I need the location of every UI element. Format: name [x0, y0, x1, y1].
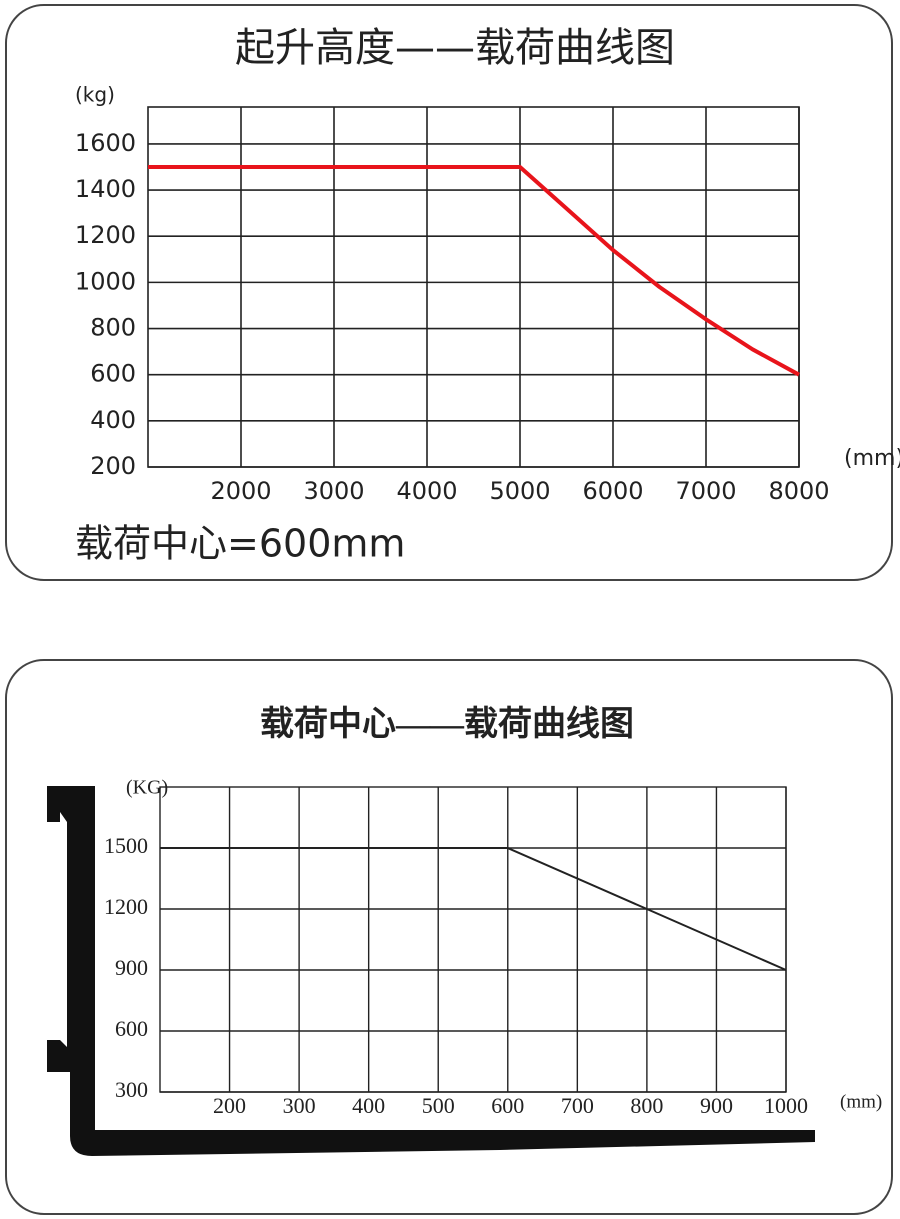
y-tick-label: 1200 — [104, 894, 148, 919]
y-tick-label: 1600 — [75, 129, 136, 157]
y-tick-label: 1500 — [104, 833, 148, 858]
x-tick-label: 800 — [630, 1093, 663, 1118]
x-tick-label: 2000 — [210, 477, 271, 505]
x-tick-label: 900 — [700, 1093, 733, 1118]
y-tick-label: 1000 — [75, 267, 136, 295]
y-axis-label: (KG) — [126, 777, 168, 799]
y-tick-label: 1200 — [75, 221, 136, 249]
x-tick-label: 700 — [561, 1093, 594, 1118]
y-axis-label: (kg) — [75, 83, 115, 107]
annotation: 载荷中心=600mm — [75, 522, 405, 566]
y-tick-label: 800 — [90, 314, 136, 342]
x-tick-label: 4000 — [396, 477, 457, 505]
x-tick-label: 300 — [283, 1093, 316, 1118]
data-line — [148, 165, 800, 377]
x-axis-label: (mm) — [840, 1091, 882, 1112]
chart-0: 起升高度——载荷曲线图 (kg) (mm) 载荷中心=600mm 200 400 600 80… — [75, 25, 900, 566]
x-tick-label: 3000 — [303, 477, 364, 505]
x-tick-label: 6000 — [582, 477, 643, 505]
y-tick-label: 600 — [90, 360, 136, 388]
y-tick-label: 300 — [115, 1077, 148, 1102]
x-tick-label: 600 — [491, 1093, 524, 1118]
panel — [5, 659, 893, 1215]
panel — [5, 4, 893, 581]
y-tick-label: 900 — [115, 955, 148, 980]
x-axis-label: (mm) — [844, 446, 900, 471]
x-tick-label: 400 — [352, 1093, 385, 1118]
y-tick-label: 1400 — [75, 175, 136, 203]
chart-title: 载荷中心——载荷曲线图 — [260, 705, 634, 743]
chart-1: 载荷中心——载荷曲线图 (KG) (mm) 300 600 900 1200 1500 200 3… — [104, 705, 882, 1118]
x-tick-label: 200 — [213, 1093, 246, 1118]
x-tick-label: 1000 — [764, 1093, 808, 1118]
chart-title: 起升高度——载荷曲线图 — [235, 25, 675, 71]
y-tick-label: 400 — [90, 406, 136, 434]
x-tick-label: 8000 — [768, 477, 829, 505]
y-tick-label: 200 — [90, 452, 136, 480]
y-tick-label: 600 — [115, 1016, 148, 1041]
x-tick-label: 7000 — [675, 477, 736, 505]
x-tick-label: 5000 — [489, 477, 550, 505]
x-tick-label: 500 — [422, 1093, 455, 1118]
data-line — [160, 847, 787, 971]
